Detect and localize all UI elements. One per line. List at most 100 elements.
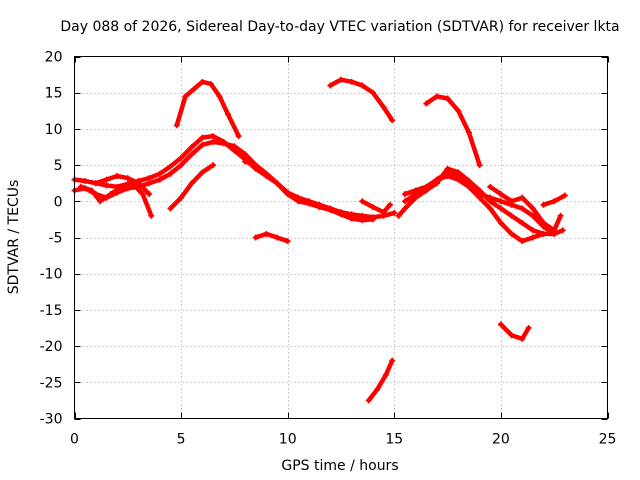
series-track-o xyxy=(423,93,483,169)
data-point xyxy=(220,140,227,147)
y-tick-label: -30 xyxy=(40,412,63,428)
data-point xyxy=(395,212,402,219)
data-point xyxy=(465,183,472,190)
data-point xyxy=(519,194,526,201)
data-point xyxy=(156,170,163,177)
data-point xyxy=(156,176,163,183)
data-point xyxy=(359,198,366,205)
data-point xyxy=(348,78,355,85)
data-point xyxy=(316,204,323,211)
data-point xyxy=(380,209,387,216)
data-point xyxy=(508,332,515,339)
data-point xyxy=(455,169,462,176)
series-track-i xyxy=(327,76,396,124)
data-point xyxy=(274,234,281,241)
data-point xyxy=(188,144,195,150)
series-track-p xyxy=(487,183,564,234)
data-point xyxy=(455,107,462,114)
data-point xyxy=(389,117,396,124)
data-point xyxy=(359,217,366,224)
data-point xyxy=(487,194,494,201)
chart-title: Day 088 of 2026, Sidereal Day-to-day VTE… xyxy=(60,19,619,35)
data-point xyxy=(487,183,494,190)
series-line xyxy=(366,358,395,403)
series-track-r xyxy=(540,192,568,208)
data-point xyxy=(274,180,281,187)
data-point xyxy=(124,175,131,182)
data-point xyxy=(199,141,206,148)
data-point xyxy=(380,104,387,111)
x-tick-label: 25 xyxy=(599,432,617,448)
data-point xyxy=(369,89,376,96)
y-tick-label: -5 xyxy=(49,231,63,247)
data-point xyxy=(252,162,259,169)
data-point xyxy=(497,321,504,328)
y-tick-label: 10 xyxy=(45,122,63,138)
data-point xyxy=(529,205,536,212)
data-point xyxy=(559,227,566,234)
y-tick-label: 0 xyxy=(54,194,63,210)
series-line xyxy=(498,322,531,342)
data-point xyxy=(167,205,174,212)
data-point xyxy=(263,170,270,177)
data-point xyxy=(327,206,334,213)
data-point xyxy=(487,205,494,212)
data-point xyxy=(508,212,515,219)
series-line xyxy=(78,180,154,219)
data-point xyxy=(146,191,153,198)
data-point xyxy=(199,134,206,141)
data-point xyxy=(401,191,408,198)
data-point xyxy=(529,234,536,241)
data-point xyxy=(369,216,376,223)
data-point xyxy=(242,151,249,158)
series-line xyxy=(72,139,376,223)
data-point xyxy=(77,183,84,190)
data-point xyxy=(382,372,389,379)
data-point xyxy=(173,122,180,129)
data-point xyxy=(107,191,114,198)
data-point xyxy=(284,238,291,245)
data-point xyxy=(359,82,366,89)
data-point xyxy=(242,158,249,165)
data-point xyxy=(210,162,217,169)
data-point xyxy=(497,220,504,227)
data-point xyxy=(412,187,419,194)
data-point xyxy=(97,198,104,205)
data-point xyxy=(167,170,174,177)
data-point xyxy=(88,187,95,194)
data-point xyxy=(497,205,504,212)
data-point xyxy=(199,169,206,176)
data-point xyxy=(207,81,214,88)
series-track-f xyxy=(173,78,242,140)
data-point xyxy=(519,205,526,212)
data-point xyxy=(374,386,381,393)
data-point xyxy=(188,151,195,158)
y-tick-label: 15 xyxy=(45,86,63,102)
data-point xyxy=(540,201,547,208)
data-point xyxy=(139,191,146,198)
data-point xyxy=(529,227,536,234)
series-line xyxy=(487,184,563,233)
series-track-m xyxy=(401,165,558,237)
x-tick-label: 5 xyxy=(177,432,186,448)
y-tick-label: 5 xyxy=(54,158,63,174)
data-point xyxy=(146,175,153,182)
data-point xyxy=(476,162,483,169)
y-tick-label: -25 xyxy=(40,375,63,391)
data-point xyxy=(327,82,334,89)
data-point xyxy=(146,180,153,187)
y-tick-label: -20 xyxy=(40,339,63,355)
data-point xyxy=(444,95,451,102)
data-point xyxy=(444,165,451,172)
data-point xyxy=(391,209,398,216)
data-point xyxy=(216,93,223,100)
series-track-c xyxy=(77,180,155,219)
data-point xyxy=(508,198,515,205)
data-series xyxy=(71,76,568,404)
data-point xyxy=(519,220,526,227)
data-point xyxy=(148,212,155,219)
data-point xyxy=(284,191,291,198)
series-track-n xyxy=(401,172,566,237)
data-point xyxy=(525,325,532,331)
